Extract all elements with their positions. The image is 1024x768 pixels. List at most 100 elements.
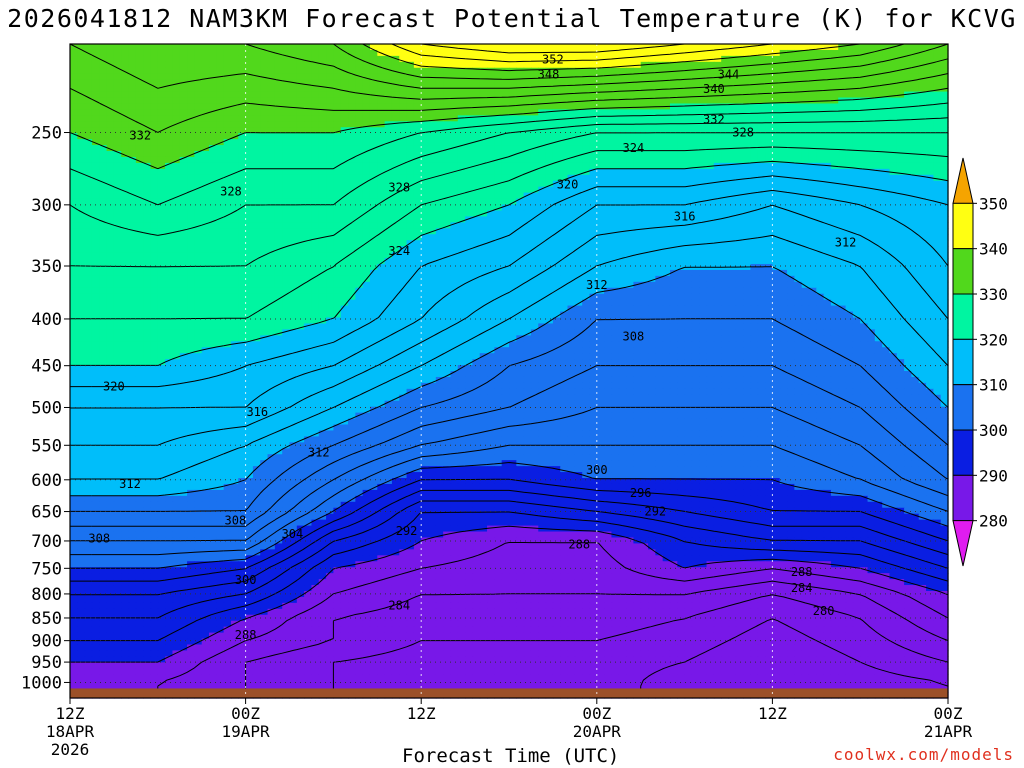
theta-cell (904, 133, 913, 140)
theta-cell (238, 67, 247, 75)
theta-cell (787, 133, 795, 140)
theta-cell (172, 168, 181, 176)
theta-cell (662, 228, 671, 235)
theta-cell (852, 210, 861, 218)
theta-cell (626, 97, 634, 105)
theta-cell (216, 234, 225, 241)
theta-cell (296, 180, 305, 188)
theta-cell (669, 210, 678, 218)
theta-cell (509, 79, 517, 87)
theta-cell (457, 133, 466, 140)
theta-cell (435, 109, 444, 116)
theta-cell (399, 281, 408, 289)
theta-cell (501, 121, 510, 128)
theta-cell (238, 97, 247, 105)
theta-cell (106, 67, 115, 75)
theta-cell (209, 204, 217, 212)
theta-cell (406, 49, 415, 57)
theta-cell (135, 91, 144, 99)
theta-cell (523, 269, 532, 277)
theta-cell (238, 174, 247, 182)
theta-cell (677, 228, 686, 235)
theta-cell (772, 252, 781, 259)
theta-cell (911, 115, 920, 122)
theta-cell (684, 97, 693, 105)
theta-cell (509, 210, 517, 218)
theta-cell (933, 97, 942, 105)
theta-cell (135, 133, 144, 140)
theta-cell (457, 115, 466, 122)
theta-cell (99, 287, 108, 295)
theta-cell (896, 240, 905, 247)
theta-cell (787, 73, 795, 81)
theta-cell (677, 139, 686, 146)
theta-cell (516, 252, 525, 259)
theta-cell (611, 186, 620, 194)
theta-cell (413, 228, 422, 235)
theta-cell (289, 73, 298, 81)
theta-cell (377, 252, 386, 259)
chart-title: 2026041812 NAM3KM Forecast Potential Tem… (7, 4, 1017, 33)
theta-cell (655, 109, 664, 116)
theta-cell (304, 269, 313, 277)
theta-cell (589, 228, 598, 235)
theta-cell (267, 85, 276, 93)
theta-cell (230, 79, 239, 87)
theta-cell (479, 127, 488, 134)
theta-cell (896, 186, 905, 194)
theta-cell (311, 252, 320, 259)
theta-cell (187, 133, 195, 140)
theta-cell (567, 263, 576, 271)
theta-cell (596, 109, 605, 116)
theta-cell (289, 139, 298, 146)
theta-cell (604, 281, 613, 289)
theta-cell (245, 162, 254, 170)
theta-cell (135, 186, 144, 194)
theta-cell (296, 216, 305, 223)
theta-cell (721, 139, 730, 146)
theta-cell (406, 269, 415, 277)
theta-cell (582, 198, 591, 206)
theta-cell (779, 281, 788, 289)
theta-cell (106, 55, 115, 63)
theta-cell (165, 145, 174, 152)
theta-cell (538, 151, 547, 158)
theta-cell (435, 67, 444, 75)
theta-cell (362, 55, 371, 63)
theta-cell (552, 121, 561, 128)
theta-cell (413, 162, 422, 170)
theta-cell (552, 210, 561, 218)
theta-cell (472, 85, 481, 93)
theta-cell (794, 263, 803, 271)
theta-cell (84, 186, 93, 194)
theta-cell (648, 258, 656, 265)
theta-cell (179, 156, 188, 164)
theta-cell (179, 109, 188, 116)
theta-cell (450, 287, 459, 295)
theta-cell (611, 210, 620, 218)
theta-cell (699, 145, 708, 152)
theta-cell (757, 198, 766, 206)
theta-cell (684, 234, 693, 241)
theta-cell (274, 49, 283, 57)
theta-cell (728, 115, 737, 122)
theta-cell (479, 216, 488, 223)
theta-cell (106, 121, 115, 128)
theta-cell (867, 127, 876, 134)
theta-cell (911, 168, 920, 176)
theta-cell (348, 252, 356, 259)
theta-cell (289, 61, 298, 69)
theta-cell (487, 85, 495, 93)
theta-cell (735, 246, 744, 253)
theta-cell (238, 234, 247, 241)
theta-cell (252, 168, 261, 176)
theta-cell (765, 269, 773, 277)
theta-cell (128, 174, 137, 182)
theta-cell (874, 216, 883, 223)
theta-cell (70, 49, 78, 57)
theta-cell (369, 228, 378, 235)
theta-cell (874, 151, 883, 158)
theta-cell (391, 210, 400, 218)
theta-cell (589, 91, 598, 99)
theta-cell (179, 85, 188, 93)
